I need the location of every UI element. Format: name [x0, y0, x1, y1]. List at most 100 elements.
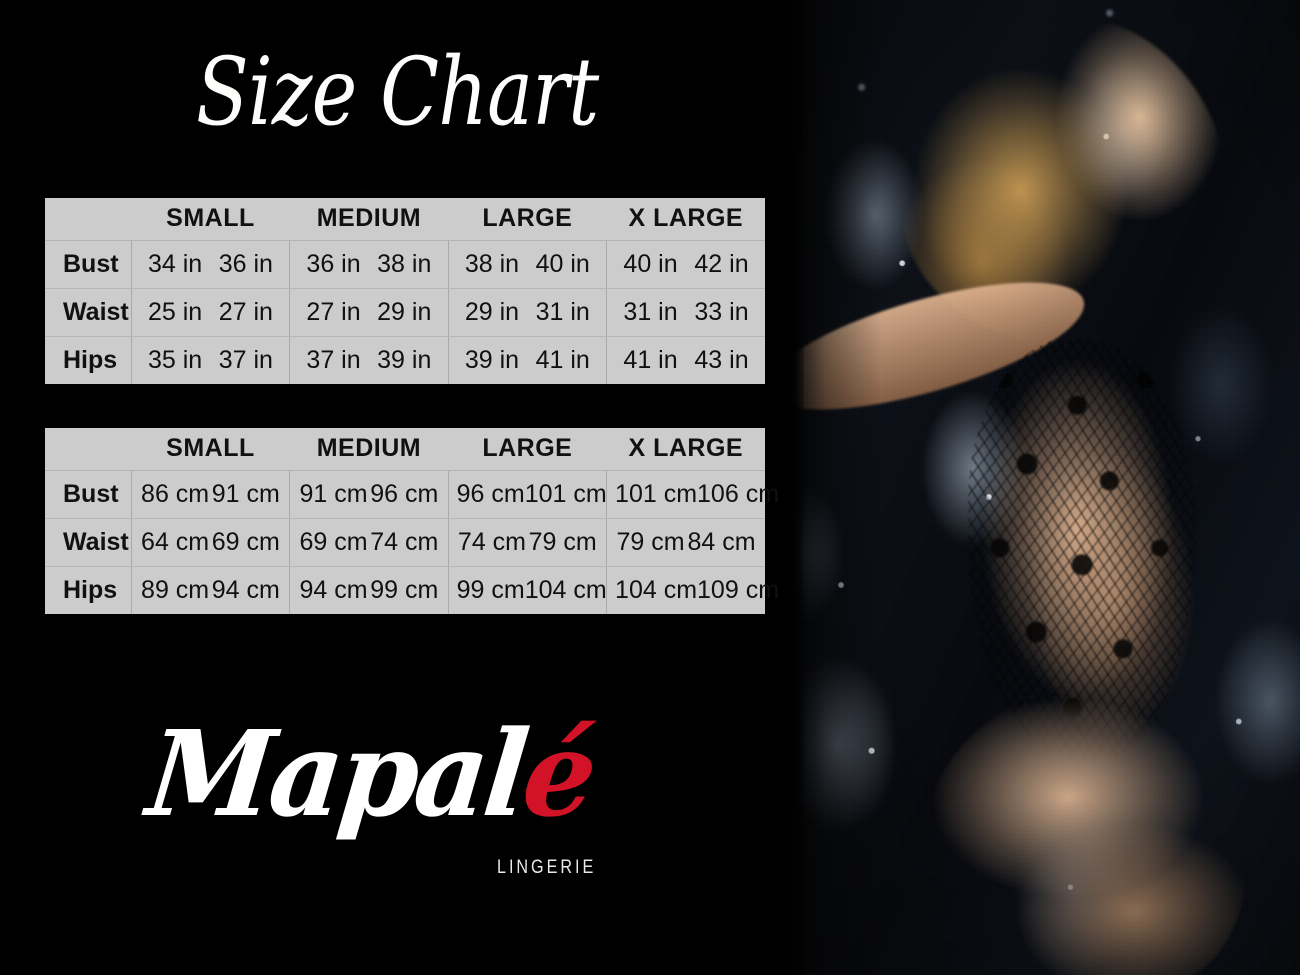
cell-bust-xlarge: 40 in 42 in — [606, 240, 765, 289]
cell-waist-medium: 27 in 29 in — [289, 288, 449, 337]
value-min: 74 cm — [457, 527, 527, 556]
value-min: 64 cm — [141, 527, 210, 556]
value-max: 40 in — [535, 249, 590, 278]
value-min: 25 in — [147, 297, 203, 326]
cell-hips-medium: 94 cm 99 cm — [289, 566, 449, 614]
value-min: 91 cm — [299, 479, 368, 508]
table-corner-cell — [45, 428, 132, 471]
table-header-row: SMALL MEDIUM LARGE X LARGE — [45, 198, 765, 241]
value-min: 96 cm — [456, 479, 525, 508]
brand-name-main: Mapal — [141, 704, 532, 843]
column-header-small: SMALL — [131, 428, 290, 471]
value-max: 43 in — [694, 345, 749, 374]
table-header-row: SMALL MEDIUM LARGE X LARGE — [45, 428, 765, 471]
column-header-medium: MEDIUM — [289, 198, 449, 241]
row-label-hips: Hips — [45, 566, 132, 614]
cell-bust-small: 34 in 36 in — [131, 240, 291, 289]
value-max: 38 in — [377, 249, 432, 278]
value-min: 86 cm — [141, 479, 210, 508]
value-max: 91 cm — [211, 479, 280, 508]
cell-hips-xlarge: 41 in 43 in — [606, 336, 765, 384]
value-max: 74 cm — [370, 527, 439, 556]
table-row: Bust 86 cm 91 cm 91 cm 96 cm — [45, 470, 779, 519]
size-table-inches: SMALL MEDIUM LARGE X LARGE Bust 34 in 36… — [45, 198, 765, 384]
row-label-bust: Bust — [45, 470, 132, 519]
cell-waist-large: 74 cm 79 cm — [448, 518, 608, 567]
brand-subtitle: LINGERIE — [497, 857, 597, 878]
cell-waist-xlarge: 31 in 33 in — [606, 288, 765, 337]
value-max: 106 cm — [697, 479, 780, 508]
info-panel: Size Chart SMALL MEDIUM LARGE X LARGE Bu… — [45, 38, 780, 890]
size-table-centimeters: SMALL MEDIUM LARGE X LARGE Bust 86 cm 91… — [45, 428, 779, 614]
value-min: 29 in — [464, 297, 520, 326]
row-label-bust: Bust — [45, 240, 132, 289]
value-min: 35 in — [147, 345, 203, 374]
value-max: 101 cm — [524, 479, 607, 508]
cell-hips-small: 89 cm 94 cm — [131, 566, 291, 614]
value-max: 29 in — [377, 297, 432, 326]
cell-hips-large: 99 cm 104 cm — [448, 566, 608, 614]
value-min: 37 in — [306, 345, 361, 374]
row-label-waist: Waist — [45, 518, 132, 567]
value-max: 41 in — [535, 345, 590, 374]
value-max: 42 in — [694, 249, 749, 278]
cell-waist-medium: 69 cm 74 cm — [289, 518, 449, 567]
cell-bust-medium: 36 in 38 in — [289, 240, 449, 289]
table-corner-cell — [45, 198, 132, 241]
page-title: Size Chart — [196, 38, 599, 147]
column-header-xlarge: X LARGE — [606, 428, 765, 471]
value-max: 27 in — [218, 297, 273, 326]
value-max: 109 cm — [697, 575, 780, 604]
column-header-small: SMALL — [131, 198, 290, 241]
value-min: 94 cm — [299, 575, 368, 604]
value-min: 99 cm — [456, 575, 525, 604]
cell-bust-large: 96 cm 101 cm — [448, 470, 608, 519]
row-label-hips: Hips — [45, 336, 132, 384]
table-row: Waist 64 cm 69 cm 69 cm 74 cm — [45, 518, 765, 567]
value-min: 38 in — [464, 249, 520, 278]
value-min: 27 in — [306, 297, 361, 326]
value-max: 99 cm — [370, 575, 439, 604]
value-min: 39 in — [464, 345, 520, 374]
value-max: 37 in — [218, 345, 273, 374]
value-min: 36 in — [306, 249, 361, 278]
cell-bust-small: 86 cm 91 cm — [131, 470, 291, 519]
product-photo — [790, 0, 1300, 975]
column-header-large: LARGE — [448, 198, 607, 241]
value-min: 104 cm — [615, 575, 698, 604]
brand-wordmark: Mapalé — [142, 704, 600, 843]
row-label-waist: Waist — [45, 288, 132, 337]
table-row: Waist 25 in 27 in 27 in 29 in — [45, 288, 765, 337]
value-max: 39 in — [377, 345, 432, 374]
value-min: 101 cm — [615, 479, 698, 508]
column-header-large: LARGE — [448, 428, 607, 471]
photo-vignette — [790, 0, 1300, 975]
column-header-medium: MEDIUM — [289, 428, 449, 471]
cell-bust-medium: 91 cm 96 cm — [289, 470, 449, 519]
cell-hips-large: 39 in 41 in — [448, 336, 608, 384]
cell-waist-xlarge: 79 cm 84 cm — [606, 518, 765, 567]
value-max: 31 in — [535, 297, 590, 326]
value-min: 79 cm — [616, 527, 685, 556]
value-min: 40 in — [623, 249, 678, 278]
table-row: Hips 89 cm 94 cm 94 cm 99 cm — [45, 566, 779, 614]
value-min: 69 cm — [299, 527, 368, 556]
table-row: Bust 34 in 36 in 36 in 38 in — [45, 240, 765, 289]
column-header-xlarge: X LARGE — [606, 198, 765, 241]
cell-hips-small: 35 in 37 in — [131, 336, 291, 384]
brand-logo: Mapalé LINGERIE — [142, 704, 600, 890]
cell-hips-medium: 37 in 39 in — [289, 336, 449, 384]
value-max: 36 in — [218, 249, 273, 278]
panel-photo-seam — [782, 0, 804, 975]
value-max: 84 cm — [687, 527, 756, 556]
value-max: 69 cm — [211, 527, 280, 556]
value-min: 34 in — [147, 249, 203, 278]
value-max: 94 cm — [211, 575, 280, 604]
brand-name-accent: é — [516, 704, 600, 843]
cell-hips-xlarge: 104 cm 109 cm — [606, 566, 779, 614]
value-max: 104 cm — [524, 575, 607, 604]
cell-waist-large: 29 in 31 in — [448, 288, 608, 337]
cell-bust-xlarge: 101 cm 106 cm — [606, 470, 779, 519]
value-max: 33 in — [694, 297, 749, 326]
